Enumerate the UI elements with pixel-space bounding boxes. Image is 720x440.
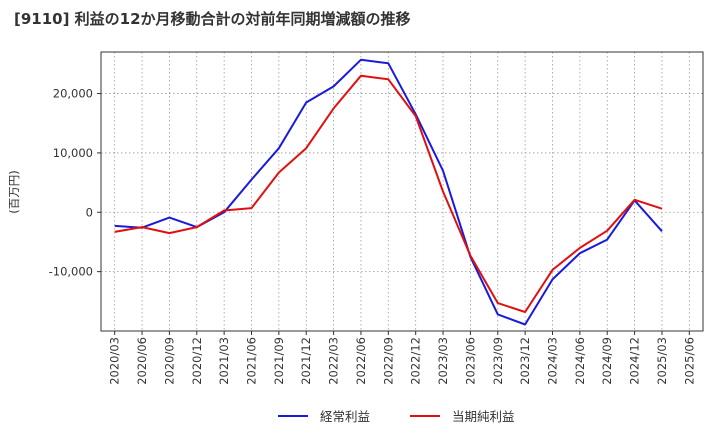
x-tick-label: 2020/03 — [108, 337, 122, 385]
y-axis-label: (百万円) — [7, 170, 21, 213]
legend-label-1: 経常利益 — [320, 409, 370, 424]
x-tick-label: 2024/03 — [546, 337, 560, 385]
x-tick-label: 2023/03 — [436, 337, 450, 385]
x-tick-label: 2024/12 — [628, 337, 642, 385]
x-tick-label: 2021/09 — [272, 337, 286, 385]
x-tick-label: 2025/03 — [655, 337, 669, 385]
x-tick-label: 2021/03 — [217, 337, 231, 385]
x-tick-label: 2023/12 — [518, 337, 532, 385]
x-tick-label: 2024/09 — [600, 337, 614, 385]
x-tick-label: 2022/06 — [354, 337, 368, 385]
y-axis-ticks: 20,000 10,000 0 -10,000 — [49, 87, 101, 279]
legend: 経常利益 当期純利益 — [278, 409, 515, 424]
y-tick-label: 0 — [86, 205, 93, 219]
series-lines — [114, 58, 663, 326]
x-axis-ticks: 2020/03 2020/06 2020/09 2020/12 2021/03 2021/… — [108, 331, 696, 385]
x-tick-label: 2023/09 — [491, 337, 505, 385]
grid — [101, 52, 703, 331]
x-tick-label: 2024/06 — [573, 337, 587, 385]
x-tick-label: 2021/06 — [245, 337, 259, 385]
x-tick-label: 2023/06 — [463, 337, 477, 385]
legend-label-2: 当期純利益 — [452, 409, 515, 424]
x-tick-label: 2022/09 — [381, 337, 395, 385]
x-tick-label: 2020/06 — [135, 337, 149, 385]
x-tick-label: 2020/09 — [162, 337, 176, 385]
chart-title: [9110] 利益の12か月移動合計の対前年同期増減額の推移 — [14, 10, 411, 28]
x-tick-label: 2021/12 — [299, 337, 313, 385]
plot-area-frame — [100, 51, 704, 332]
x-tick-label: 2020/12 — [190, 337, 204, 385]
x-tick-label: 2022/03 — [327, 337, 341, 385]
series-line-2 — [114, 74, 663, 313]
x-tick-label: 2025/06 — [682, 337, 696, 385]
x-tick-label: 2022/12 — [409, 337, 423, 385]
y-tick-label: 20,000 — [53, 87, 93, 101]
y-tick-label: -10,000 — [49, 265, 93, 279]
y-tick-label: 10,000 — [53, 146, 93, 160]
